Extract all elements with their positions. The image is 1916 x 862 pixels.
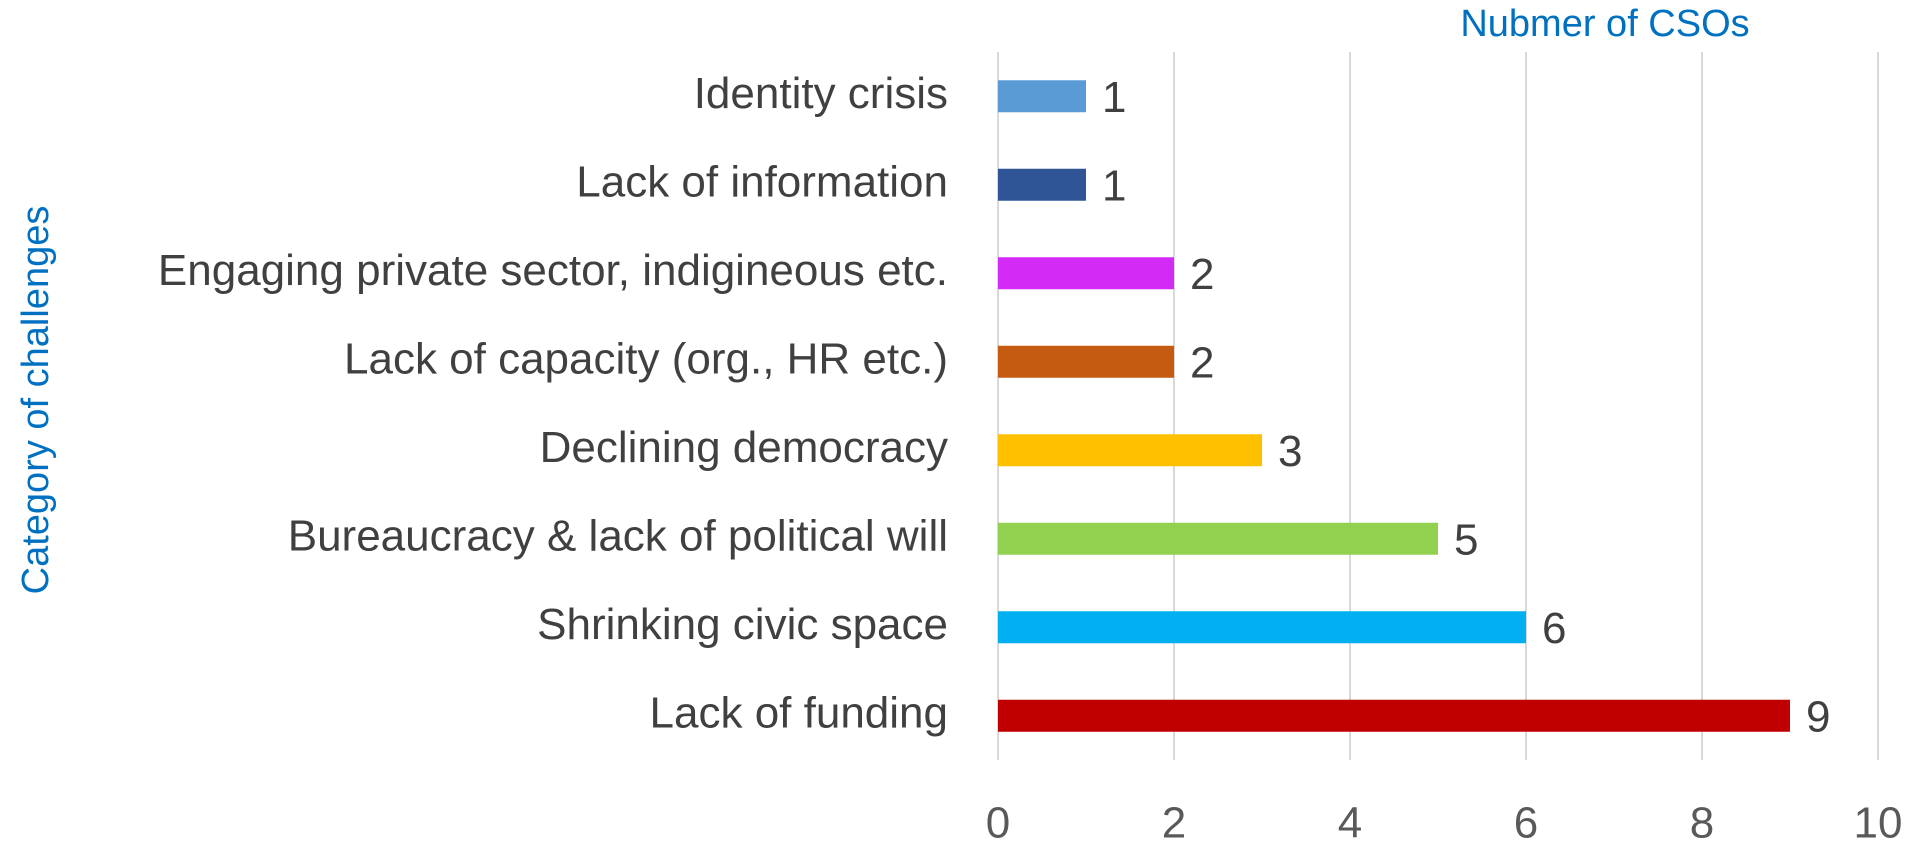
bar: [998, 522, 1438, 555]
bar: [998, 257, 1174, 290]
x-tick-label: 6: [1514, 799, 1538, 848]
bar: [998, 611, 1526, 644]
data-label: 6: [1542, 604, 1566, 653]
x-tick-label: 8: [1690, 799, 1714, 848]
y-tick-label: Lack of funding: [650, 688, 948, 737]
data-label: 2: [1190, 338, 1214, 387]
data-label: 1: [1102, 73, 1126, 122]
x-tick-label: 10: [1854, 799, 1903, 848]
bar: [998, 434, 1262, 467]
bar: [998, 80, 1086, 113]
y-tick-label: Bureaucracy & lack of political will: [288, 511, 948, 560]
y-tick-label: Identity crisis: [694, 69, 948, 118]
x-tick-label: 4: [1338, 799, 1362, 848]
y-tick-label: Shrinking civic space: [537, 600, 948, 649]
data-label: 2: [1190, 250, 1214, 299]
data-label: 3: [1278, 427, 1302, 476]
y-tick-label: Declining democracy: [540, 423, 948, 472]
data-label: 5: [1454, 515, 1478, 564]
x-tick-label: 0: [986, 799, 1010, 848]
y-tick-label: Lack of capacity (org., HR etc.): [344, 334, 948, 383]
y-axis-title: Category of challenges: [15, 206, 57, 595]
bar: [998, 345, 1174, 378]
y-tick-label: Engaging private sector, indigineous etc…: [158, 246, 948, 295]
data-label: 1: [1102, 161, 1126, 210]
bar: [998, 168, 1086, 201]
bar: [998, 699, 1790, 732]
x-axis-title: Nubmer of CSOs: [1460, 3, 1749, 45]
y-tick-label: Lack of information: [576, 157, 948, 206]
data-label: 9: [1806, 692, 1830, 741]
x-tick-label: 2: [1162, 799, 1186, 848]
